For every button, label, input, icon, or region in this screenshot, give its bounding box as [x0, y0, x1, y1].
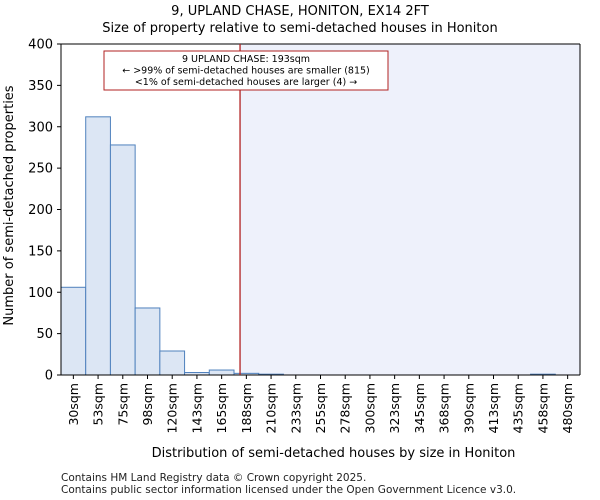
x-tick-label: 480sqm — [560, 383, 575, 433]
histogram-bar — [134, 307, 161, 376]
histogram-bar — [60, 286, 87, 376]
y-tick-label: 200 — [28, 203, 53, 218]
footer-copyright: Contains HM Land Registry data © Crown c… — [61, 472, 367, 484]
y-tick-label: 150 — [28, 244, 53, 259]
chart-title: Size of property relative to semi-detach… — [102, 21, 498, 36]
x-tick-label: 188sqm — [239, 383, 254, 433]
larger-region-shade — [240, 44, 581, 375]
y-tick-label: 0 — [45, 369, 53, 384]
y-tick-label: 50 — [36, 327, 53, 342]
y-tick-label: 250 — [28, 162, 53, 177]
annotation-smaller: ← >99% of semi-detached houses are small… — [122, 66, 370, 77]
x-tick-label: 233sqm — [288, 383, 303, 433]
annotation-larger: <1% of semi-detached houses are larger (… — [135, 77, 357, 88]
histogram-bar — [109, 144, 136, 376]
y-tick-label: 350 — [28, 79, 53, 94]
x-tick-label: 210sqm — [264, 383, 279, 433]
x-tick-label: 165sqm — [214, 383, 229, 433]
y-tick-label: 400 — [28, 38, 53, 53]
histogram-bar — [159, 350, 186, 376]
x-tick-label: 143sqm — [189, 383, 204, 433]
x-tick-label: 390sqm — [461, 383, 476, 433]
x-tick-label: 323sqm — [387, 383, 402, 433]
annotation-box — [103, 50, 389, 91]
histogram-chart: 0 50 100 150 200 250 300 350 400 30sqm 53sqm 75sqm 9… — [2, 38, 581, 461]
x-tick-label: 255sqm — [313, 383, 328, 433]
y-tick-label: 300 — [28, 120, 53, 135]
x-tick-label: 30sqm — [66, 383, 81, 426]
annotation-title: 9 UPLAND CHASE: 193sqm — [182, 54, 310, 65]
x-tick-label: 98sqm — [140, 383, 155, 426]
x-tick-label: 458sqm — [535, 383, 550, 433]
x-tick-label: 75sqm — [115, 383, 130, 426]
y-axis-label: Number of semi-detached properties — [2, 85, 17, 325]
x-axis-label: Distribution of semi-detached houses by … — [152, 446, 516, 461]
x-tick-label: 413sqm — [486, 383, 501, 433]
x-tick-label: 435sqm — [511, 383, 526, 433]
histogram-bar — [85, 116, 111, 376]
x-tick-label: 345sqm — [412, 383, 427, 433]
x-tick-label: 120sqm — [165, 383, 180, 433]
footer-licence: Contains public sector information licen… — [61, 484, 517, 496]
chart-title-address: 9, UPLAND CHASE, HONITON, EX14 2FT — [171, 4, 429, 19]
x-tick-label: 300sqm — [362, 383, 377, 433]
x-tick-label: 53sqm — [91, 383, 106, 426]
x-tick-label: 368sqm — [437, 383, 452, 433]
y-tick-label: 100 — [28, 286, 53, 301]
histogram-bar — [208, 369, 235, 376]
x-tick-label: 278sqm — [338, 383, 353, 433]
